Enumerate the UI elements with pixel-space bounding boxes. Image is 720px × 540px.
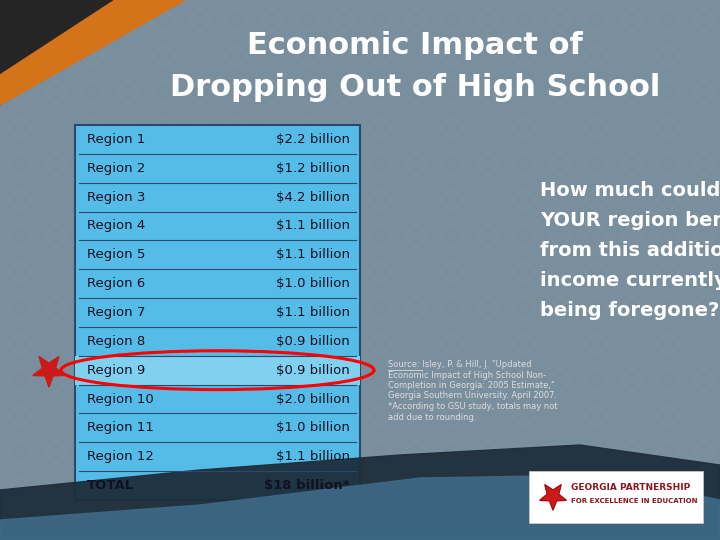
Text: add due to rounding.: add due to rounding. [388,413,477,422]
Text: Region 6: Region 6 [87,277,145,290]
Text: Source: Isley, P. & Hill, J. "Updated: Source: Isley, P. & Hill, J. "Updated [388,360,531,369]
Text: being foregone?: being foregone? [540,300,719,320]
Polygon shape [0,0,185,105]
Text: $2.0 billion: $2.0 billion [276,393,350,406]
Text: FOR EXCELLENCE IN EDUCATION: FOR EXCELLENCE IN EDUCATION [571,498,698,504]
Text: $4.2 billion: $4.2 billion [276,191,350,204]
Text: Completion in Georgia: 2005 Estimate,": Completion in Georgia: 2005 Estimate," [388,381,554,390]
Text: Region 5: Region 5 [87,248,145,261]
Text: Economic Impact of High School Non-: Economic Impact of High School Non- [388,370,546,380]
Text: Region 7: Region 7 [87,306,145,319]
Text: $1.1 billion: $1.1 billion [276,306,350,319]
Text: YOUR region benefit: YOUR region benefit [540,211,720,229]
Text: $1.0 billion: $1.0 billion [276,277,350,290]
Text: $2.2 billion: $2.2 billion [276,133,350,146]
Text: TOTAL: TOTAL [87,479,134,492]
Text: Region 12: Region 12 [87,450,154,463]
Text: $1.2 billion: $1.2 billion [276,162,350,175]
Text: Region 9: Region 9 [87,364,145,377]
Text: $1.1 billion: $1.1 billion [276,248,350,261]
Text: Georgia Southern University. April 2007.: Georgia Southern University. April 2007. [388,392,557,401]
Text: Region 10: Region 10 [87,393,154,406]
Text: Region 3: Region 3 [87,191,145,204]
Polygon shape [0,0,60,40]
Text: $0.9 billion: $0.9 billion [276,335,350,348]
Text: $18 billion*: $18 billion* [264,479,350,492]
Text: Dropping Out of High School: Dropping Out of High School [170,73,660,103]
FancyBboxPatch shape [75,356,360,384]
FancyBboxPatch shape [75,125,360,500]
Text: Region 11: Region 11 [87,421,154,434]
Text: Economic Impact of: Economic Impact of [247,30,583,59]
Polygon shape [0,445,720,540]
Polygon shape [0,475,720,540]
FancyBboxPatch shape [529,471,703,523]
Text: $1.0 billion: $1.0 billion [276,421,350,434]
Text: $1.1 billion: $1.1 billion [276,219,350,232]
Text: from this additional: from this additional [540,240,720,260]
Text: Region 1: Region 1 [87,133,145,146]
Text: How much could: How much could [540,180,720,199]
Text: Region 4: Region 4 [87,219,145,232]
Text: Region 2: Region 2 [87,162,145,175]
Polygon shape [0,0,115,105]
Text: Region 8: Region 8 [87,335,145,348]
Text: $0.9 billion: $0.9 billion [276,364,350,377]
Text: GEORGIA PARTNERSHIP: GEORGIA PARTNERSHIP [571,483,690,492]
Polygon shape [540,485,567,510]
Text: *According to GSU study, totals may not: *According to GSU study, totals may not [388,402,557,411]
Text: income currently: income currently [540,271,720,289]
Polygon shape [33,356,66,387]
Text: $1.1 billion: $1.1 billion [276,450,350,463]
